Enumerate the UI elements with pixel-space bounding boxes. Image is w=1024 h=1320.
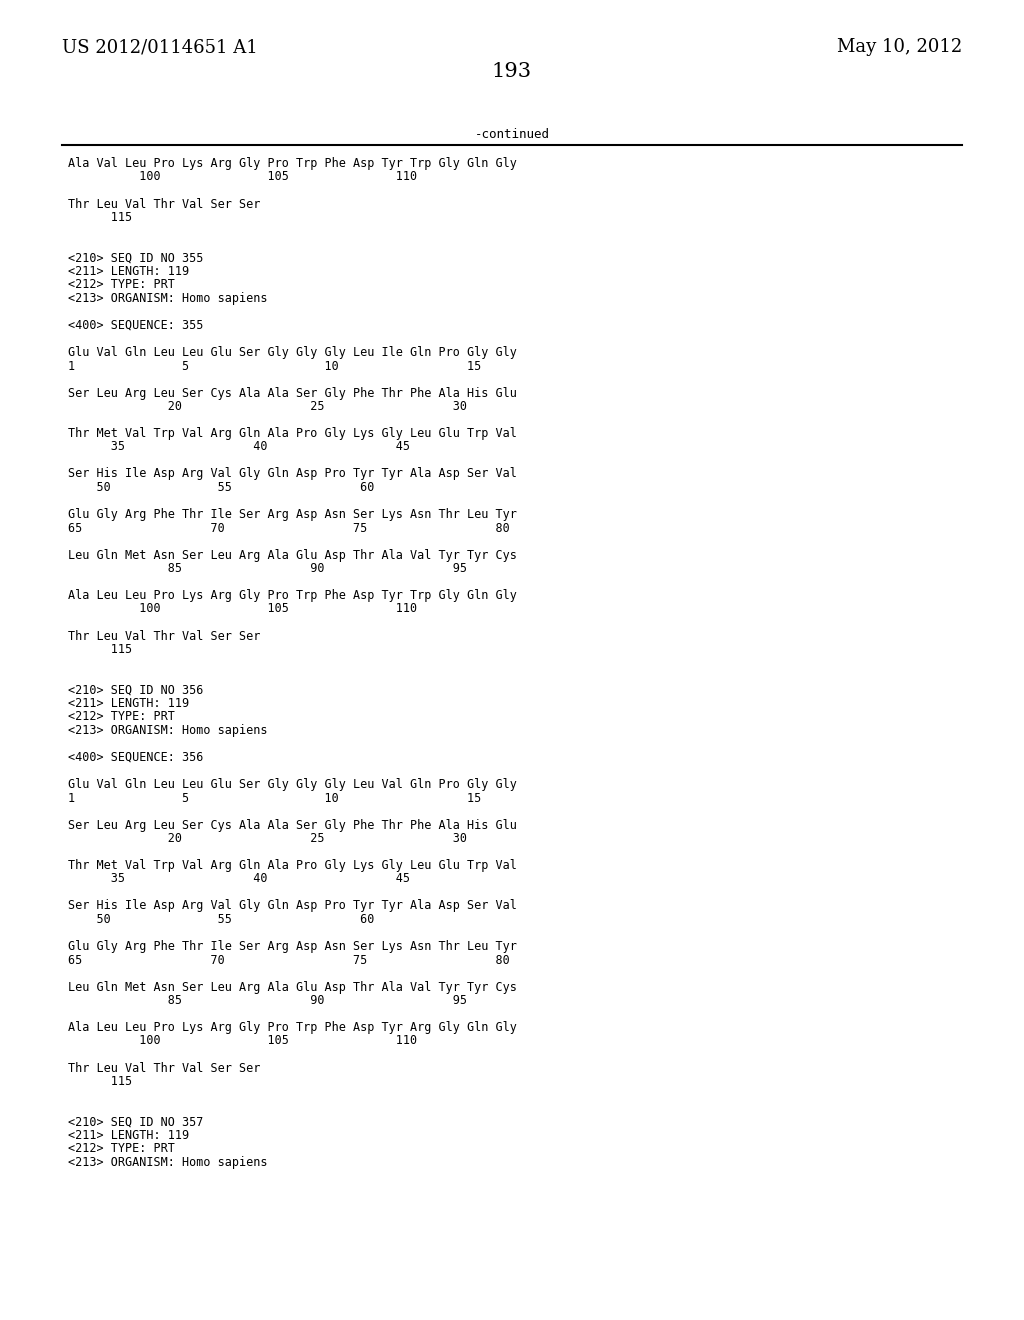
Text: Glu Gly Arg Phe Thr Ile Ser Arg Asp Asn Ser Lys Asn Thr Leu Tyr: Glu Gly Arg Phe Thr Ile Ser Arg Asp Asn … xyxy=(68,508,517,521)
Text: <211> LENGTH: 119: <211> LENGTH: 119 xyxy=(68,697,189,710)
Text: Leu Gln Met Asn Ser Leu Arg Ala Glu Asp Thr Ala Val Tyr Tyr Cys: Leu Gln Met Asn Ser Leu Arg Ala Glu Asp … xyxy=(68,981,517,994)
Text: 50               55                  60: 50 55 60 xyxy=(68,480,375,494)
Text: Ser His Ile Asp Arg Val Gly Gln Asp Pro Tyr Tyr Ala Asp Ser Val: Ser His Ile Asp Arg Val Gly Gln Asp Pro … xyxy=(68,467,517,480)
Text: 1               5                   10                  15: 1 5 10 15 xyxy=(68,359,481,372)
Text: <210> SEQ ID NO 355: <210> SEQ ID NO 355 xyxy=(68,252,204,264)
Text: <212> TYPE: PRT: <212> TYPE: PRT xyxy=(68,1143,175,1155)
Text: 65                  70                  75                  80: 65 70 75 80 xyxy=(68,521,510,535)
Text: 115: 115 xyxy=(68,643,132,656)
Text: Thr Met Val Trp Val Arg Gln Ala Pro Gly Lys Gly Leu Glu Trp Val: Thr Met Val Trp Val Arg Gln Ala Pro Gly … xyxy=(68,859,517,873)
Text: Ala Val Leu Pro Lys Arg Gly Pro Trp Phe Asp Tyr Trp Gly Gln Gly: Ala Val Leu Pro Lys Arg Gly Pro Trp Phe … xyxy=(68,157,517,170)
Text: 35                  40                  45: 35 40 45 xyxy=(68,873,410,886)
Text: Ser Leu Arg Leu Ser Cys Ala Ala Ser Gly Phe Thr Phe Ala His Glu: Ser Leu Arg Leu Ser Cys Ala Ala Ser Gly … xyxy=(68,818,517,832)
Text: 85                  90                  95: 85 90 95 xyxy=(68,994,467,1007)
Text: 100               105               110: 100 105 110 xyxy=(68,1035,417,1048)
Text: Ala Leu Leu Pro Lys Arg Gly Pro Trp Phe Asp Tyr Trp Gly Gln Gly: Ala Leu Leu Pro Lys Arg Gly Pro Trp Phe … xyxy=(68,589,517,602)
Text: Thr Leu Val Thr Val Ser Ser: Thr Leu Val Thr Val Ser Ser xyxy=(68,198,260,210)
Text: Leu Gln Met Asn Ser Leu Arg Ala Glu Asp Thr Ala Val Tyr Tyr Cys: Leu Gln Met Asn Ser Leu Arg Ala Glu Asp … xyxy=(68,549,517,561)
Text: Thr Leu Val Thr Val Ser Ser: Thr Leu Val Thr Val Ser Ser xyxy=(68,630,260,643)
Text: 65                  70                  75                  80: 65 70 75 80 xyxy=(68,953,510,966)
Text: 20                  25                  30: 20 25 30 xyxy=(68,832,467,845)
Text: <210> SEQ ID NO 356: <210> SEQ ID NO 356 xyxy=(68,684,204,697)
Text: 35                  40                  45: 35 40 45 xyxy=(68,441,410,454)
Text: <211> LENGTH: 119: <211> LENGTH: 119 xyxy=(68,1129,189,1142)
Text: 20                  25                  30: 20 25 30 xyxy=(68,400,467,413)
Text: 115: 115 xyxy=(68,211,132,224)
Text: Glu Gly Arg Phe Thr Ile Ser Arg Asp Asn Ser Lys Asn Thr Leu Tyr: Glu Gly Arg Phe Thr Ile Ser Arg Asp Asn … xyxy=(68,940,517,953)
Text: <213> ORGANISM: Homo sapiens: <213> ORGANISM: Homo sapiens xyxy=(68,1156,267,1170)
Text: <210> SEQ ID NO 357: <210> SEQ ID NO 357 xyxy=(68,1115,204,1129)
Text: Thr Leu Val Thr Val Ser Ser: Thr Leu Val Thr Val Ser Ser xyxy=(68,1061,260,1074)
Text: Ser His Ile Asp Arg Val Gly Gln Asp Pro Tyr Tyr Ala Asp Ser Val: Ser His Ile Asp Arg Val Gly Gln Asp Pro … xyxy=(68,899,517,912)
Text: 193: 193 xyxy=(492,62,532,81)
Text: 85                  90                  95: 85 90 95 xyxy=(68,562,467,576)
Text: <211> LENGTH: 119: <211> LENGTH: 119 xyxy=(68,265,189,279)
Text: May 10, 2012: May 10, 2012 xyxy=(837,38,962,55)
Text: 1               5                   10                  15: 1 5 10 15 xyxy=(68,792,481,804)
Text: <213> ORGANISM: Homo sapiens: <213> ORGANISM: Homo sapiens xyxy=(68,292,267,305)
Text: 50               55                  60: 50 55 60 xyxy=(68,913,375,927)
Text: 100               105               110: 100 105 110 xyxy=(68,170,417,183)
Text: <400> SEQUENCE: 355: <400> SEQUENCE: 355 xyxy=(68,319,204,333)
Text: -continued: -continued xyxy=(474,128,550,141)
Text: <400> SEQUENCE: 356: <400> SEQUENCE: 356 xyxy=(68,751,204,764)
Text: <212> TYPE: PRT: <212> TYPE: PRT xyxy=(68,710,175,723)
Text: Glu Val Gln Leu Leu Glu Ser Gly Gly Gly Leu Val Gln Pro Gly Gly: Glu Val Gln Leu Leu Glu Ser Gly Gly Gly … xyxy=(68,777,517,791)
Text: <213> ORGANISM: Homo sapiens: <213> ORGANISM: Homo sapiens xyxy=(68,723,267,737)
Text: <212> TYPE: PRT: <212> TYPE: PRT xyxy=(68,279,175,292)
Text: Ser Leu Arg Leu Ser Cys Ala Ala Ser Gly Phe Thr Phe Ala His Glu: Ser Leu Arg Leu Ser Cys Ala Ala Ser Gly … xyxy=(68,387,517,400)
Text: Thr Met Val Trp Val Arg Gln Ala Pro Gly Lys Gly Leu Glu Trp Val: Thr Met Val Trp Val Arg Gln Ala Pro Gly … xyxy=(68,426,517,440)
Text: US 2012/0114651 A1: US 2012/0114651 A1 xyxy=(62,38,258,55)
Text: Glu Val Gln Leu Leu Glu Ser Gly Gly Gly Leu Ile Gln Pro Gly Gly: Glu Val Gln Leu Leu Glu Ser Gly Gly Gly … xyxy=(68,346,517,359)
Text: Ala Leu Leu Pro Lys Arg Gly Pro Trp Phe Asp Tyr Arg Gly Gln Gly: Ala Leu Leu Pro Lys Arg Gly Pro Trp Phe … xyxy=(68,1020,517,1034)
Text: 100               105               110: 100 105 110 xyxy=(68,602,417,615)
Text: 115: 115 xyxy=(68,1074,132,1088)
